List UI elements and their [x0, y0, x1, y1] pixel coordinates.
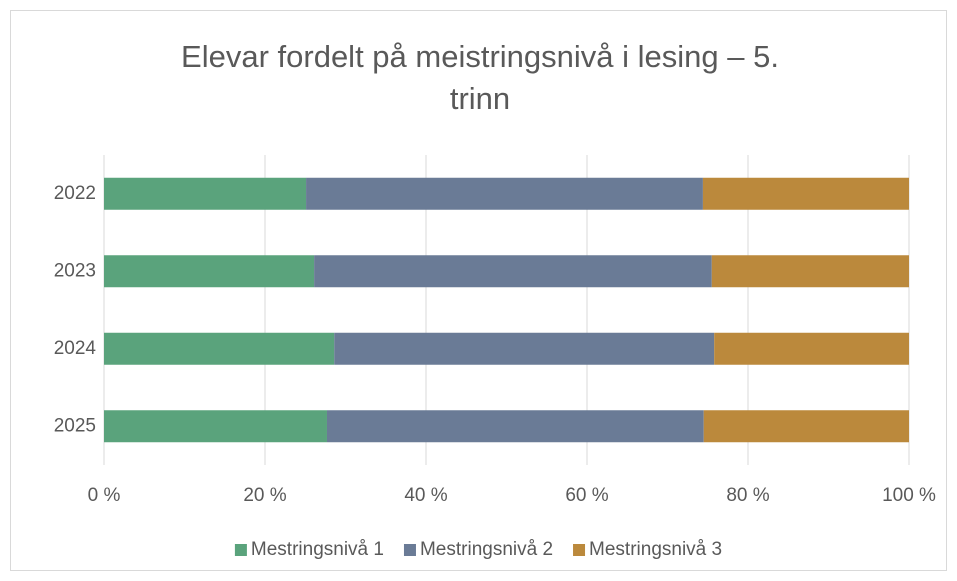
chart-border — [10, 10, 947, 571]
x-tick-label: 60 % — [565, 485, 608, 506]
y-tick-label: 2023 — [54, 260, 96, 281]
bar-segment — [714, 332, 909, 365]
bar-segment — [702, 177, 909, 210]
x-tick-label: 0 % — [88, 485, 121, 506]
x-tick-label: 80 % — [726, 485, 769, 506]
x-tick-label: 40 % — [404, 485, 447, 506]
legend-label: Mestringsnivå 2 — [420, 539, 553, 560]
legend-label: Mestringsnivå 3 — [589, 539, 722, 560]
y-tick-label: 2025 — [54, 415, 96, 436]
y-tick-label: 2022 — [54, 183, 96, 204]
y-tick-label: 2024 — [54, 338, 97, 359]
legend-swatch — [234, 544, 247, 556]
legend-swatch — [403, 544, 416, 556]
bar-segment — [326, 410, 704, 443]
x-tick-label: 20 % — [243, 485, 286, 506]
legend-swatch — [573, 544, 586, 556]
bar-segment — [314, 255, 712, 288]
chart-title: Elevar fordelt på meistringsnivå i lesin… — [181, 39, 779, 116]
bar-segment — [104, 410, 327, 443]
bar-segment — [334, 332, 715, 365]
bar-segment — [104, 255, 315, 288]
bar-segment — [703, 410, 909, 443]
bar-segment — [104, 332, 335, 365]
legend-label: Mestringsnivå 1 — [251, 539, 384, 560]
bar-segment — [711, 255, 909, 288]
bar-segment — [306, 177, 703, 210]
bar-segment — [104, 177, 307, 210]
x-tick-label: 100 % — [882, 485, 936, 506]
